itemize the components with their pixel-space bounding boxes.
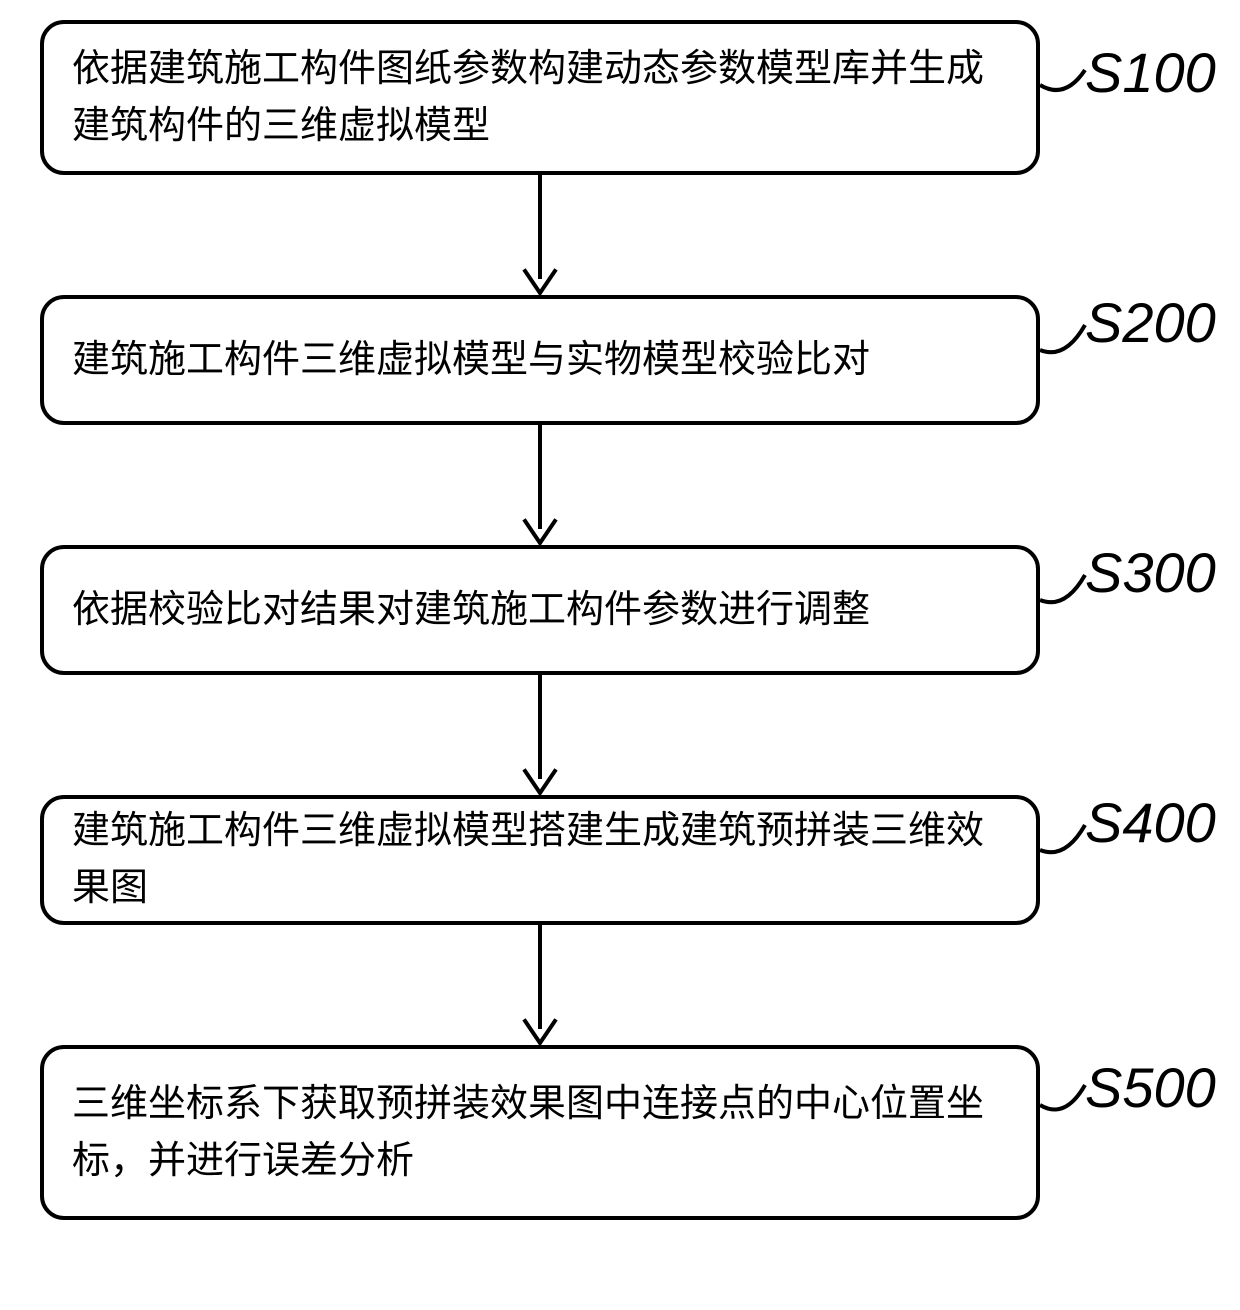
flowchart-canvas: 依据建筑施工构件图纸参数构建动态参数模型库并生成建筑构件的三维虚拟模型 S100 建…	[0, 0, 1240, 1310]
step-label-S400: S400	[1085, 790, 1216, 855]
arrow-3	[510, 675, 570, 795]
label-connector-S400	[1035, 820, 1090, 865]
flow-step-S300: 依据校验比对结果对建筑施工构件参数进行调整	[40, 545, 1040, 675]
flow-step-text: 建筑施工构件三维虚拟模型与实物模型校验比对	[72, 332, 870, 389]
step-label-S500: S500	[1085, 1055, 1216, 1120]
label-connector-S500	[1035, 1080, 1090, 1125]
flow-step-text: 三维坐标系下获取预拼装效果图中连接点的中心位置坐标，并进行误差分析	[72, 1076, 1008, 1190]
arrow-4	[510, 925, 570, 1045]
flow-step-text: 建筑施工构件三维虚拟模型搭建生成建筑预拼装三维效果图	[72, 803, 1008, 917]
flow-step-S200: 建筑施工构件三维虚拟模型与实物模型校验比对	[40, 295, 1040, 425]
step-label-S300: S300	[1085, 540, 1216, 605]
arrow-1	[510, 175, 570, 295]
label-connector-S100	[1035, 65, 1090, 105]
arrow-2	[510, 425, 570, 545]
flow-step-S100: 依据建筑施工构件图纸参数构建动态参数模型库并生成建筑构件的三维虚拟模型	[40, 20, 1040, 175]
flow-step-S500: 三维坐标系下获取预拼装效果图中连接点的中心位置坐标，并进行误差分析	[40, 1045, 1040, 1220]
step-label-S200: S200	[1085, 290, 1216, 355]
flow-step-text: 依据建筑施工构件图纸参数构建动态参数模型库并生成建筑构件的三维虚拟模型	[72, 41, 1008, 155]
flow-step-S400: 建筑施工构件三维虚拟模型搭建生成建筑预拼装三维效果图	[40, 795, 1040, 925]
label-connector-S200	[1035, 320, 1090, 365]
step-label-S100: S100	[1085, 40, 1216, 105]
label-connector-S300	[1035, 570, 1090, 615]
flow-step-text: 依据校验比对结果对建筑施工构件参数进行调整	[72, 582, 870, 639]
